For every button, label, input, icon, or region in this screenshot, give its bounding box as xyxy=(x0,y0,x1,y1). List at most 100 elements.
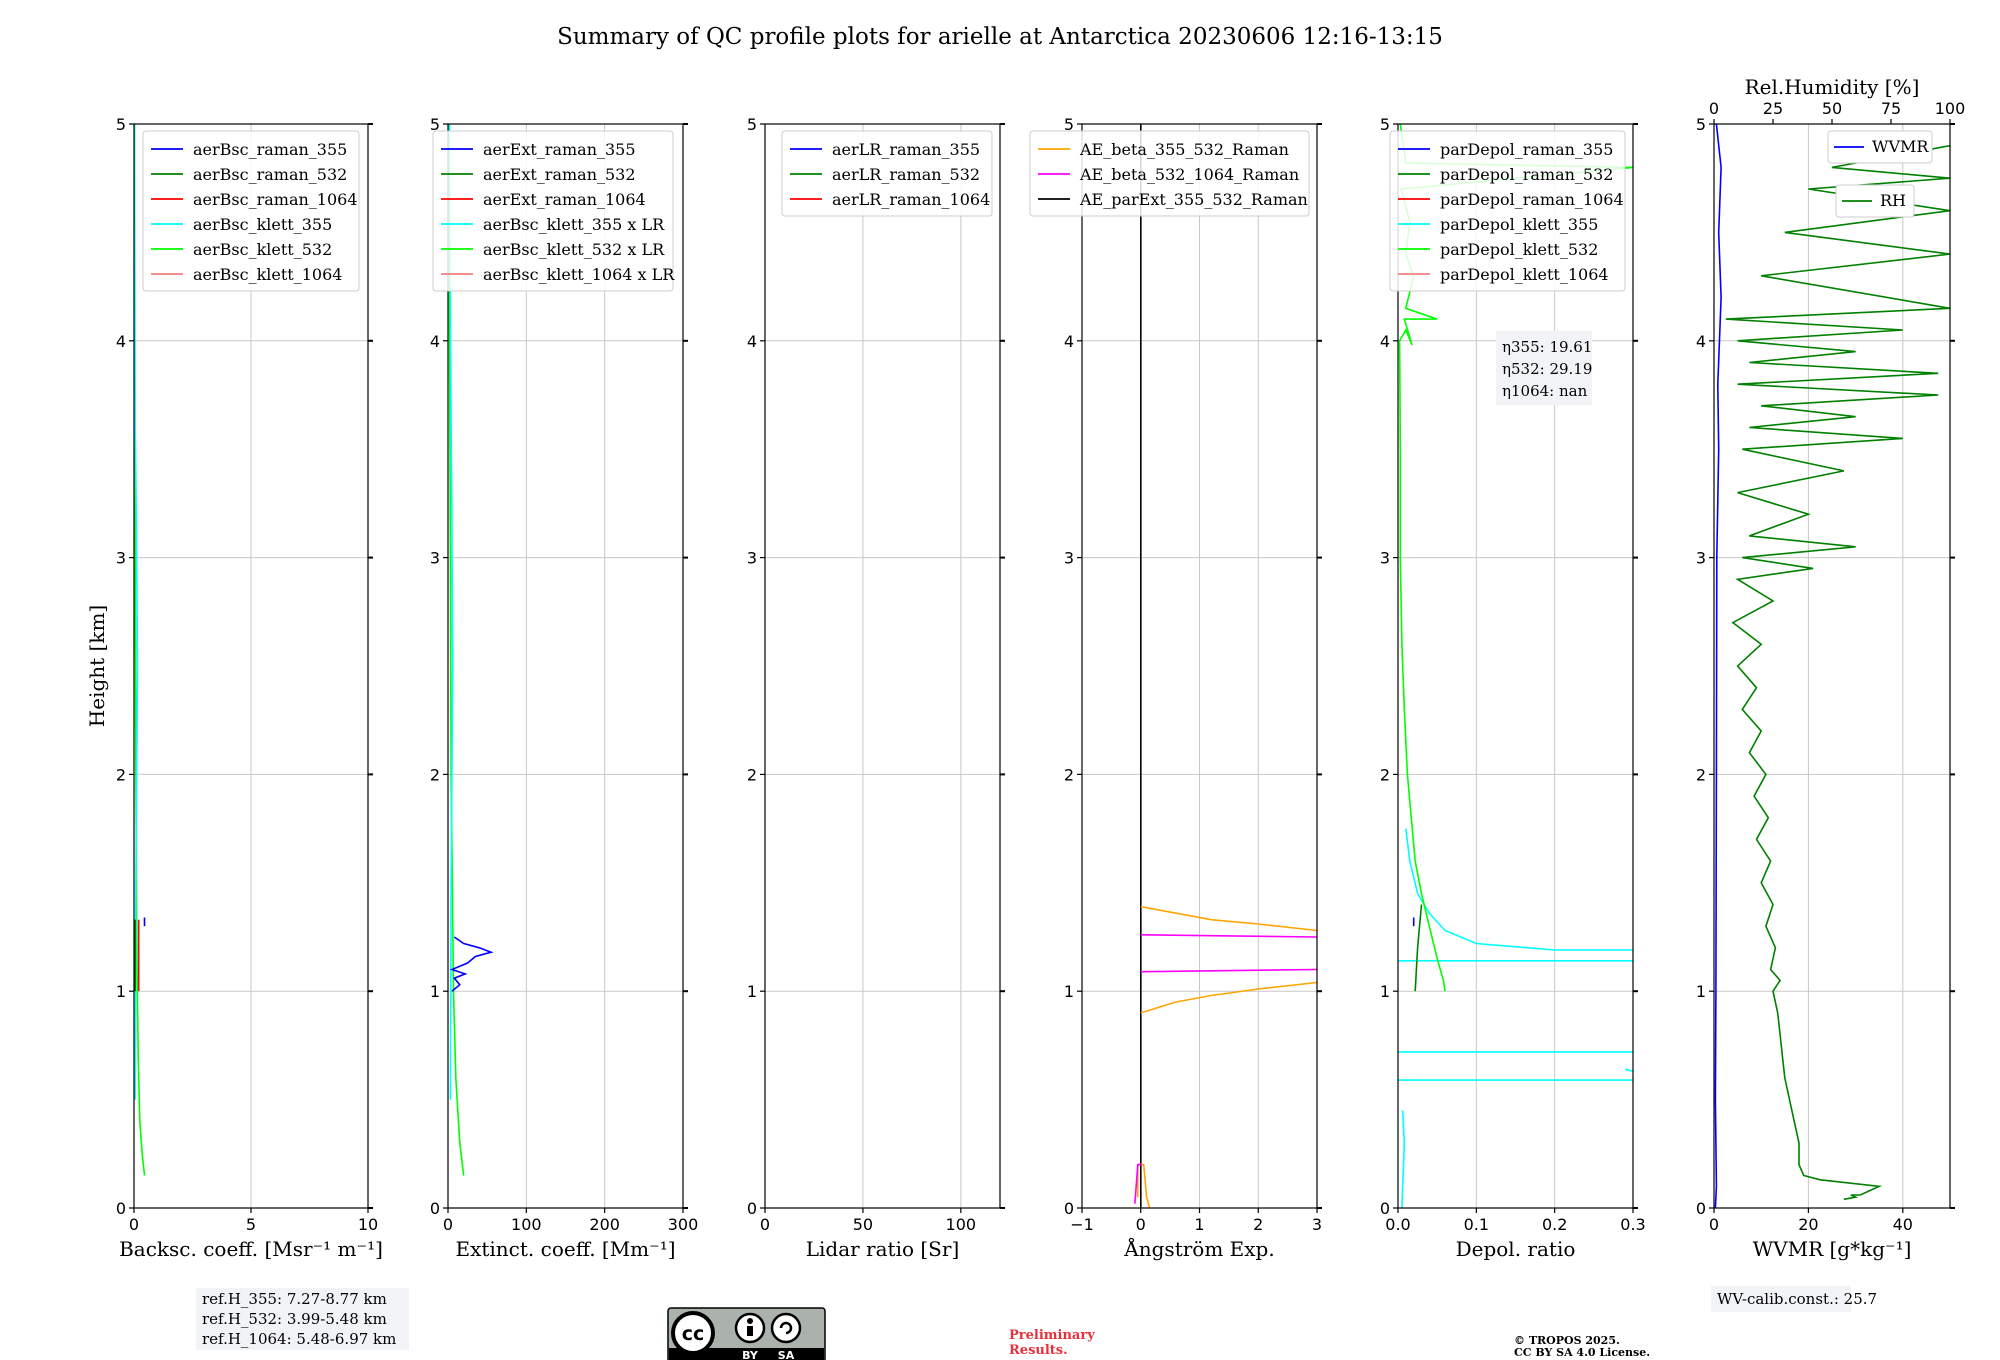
legend-box-wv-1 xyxy=(1835,184,1915,218)
xtick-label-lr-0: 0 xyxy=(760,1215,770,1234)
ref-height-532: ref.H_532: 3.99-5.48 km xyxy=(202,1310,387,1328)
ytick-label-ext-0: 0 xyxy=(430,1199,440,1218)
ref-height-box-bg xyxy=(196,1288,409,1350)
legend-label-ext-0: aerExt_raman_355 xyxy=(483,140,636,159)
xlabel-ae: Ångström Exp. xyxy=(1123,1236,1274,1261)
xtick-label-ae-2: 1 xyxy=(1194,1215,1204,1234)
axes-frame-wv xyxy=(1713,123,1951,1209)
xtick-label-ext-0: 0 xyxy=(443,1215,453,1234)
legend-label-bsc-2: aerBsc_raman_1064 xyxy=(193,190,358,209)
top-xtick-label-wv-2: 50 xyxy=(1822,99,1842,118)
legend-box-wv-0 xyxy=(1827,130,1933,164)
top-xtick-label-wv-3: 75 xyxy=(1881,99,1901,118)
legend-label-ae-1: AE_beta_532_1064_Raman xyxy=(1079,165,1299,184)
series-dep-5 xyxy=(1624,1068,1633,1073)
xlabel-dep: Depol. ratio xyxy=(1456,1237,1576,1261)
ytick-label-ext-1: 1 xyxy=(430,982,440,1001)
series-ae-1 xyxy=(1140,981,1317,1014)
ytick-label-bsc-4: 4 xyxy=(116,332,126,351)
ytick-label-ext-2: 2 xyxy=(430,765,440,784)
panel-lr: 0 50 100 0 1 2 3 4 5 Lidar ratio [Sr] aerLR_raman_… xyxy=(747,115,1005,1261)
legend-label-lr-1: aerLR_raman_532 xyxy=(832,165,980,184)
ytick-label-ext-3: 3 xyxy=(430,549,440,568)
preliminary-line-1: Preliminary xyxy=(1009,1328,1095,1343)
ytick-label-wv-3: 3 xyxy=(1696,549,1706,568)
eta-value-1: η532: 29.19 xyxy=(1502,360,1592,378)
xtick-label-wv-1: 20 xyxy=(1798,1215,1818,1234)
ytick-label-bsc-5: 5 xyxy=(116,115,126,134)
xtick-label-ae-1: 0 xyxy=(1136,1215,1146,1234)
ytick-label-bsc-3: 3 xyxy=(116,549,126,568)
panel-ext: 0 100 200 300 0 1 2 3 4 5 Extinct. coeff. [Mm⁻¹] ae… xyxy=(430,115,698,1261)
ytick-label-dep-1: 1 xyxy=(1380,982,1390,1001)
series-ext-0 xyxy=(448,124,465,1176)
preliminary-line-2: Results. xyxy=(1009,1343,1068,1358)
ytick-label-bsc-1: 1 xyxy=(116,982,126,1001)
ytick-label-lr-4: 4 xyxy=(747,332,757,351)
ytick-label-ae-3: 3 xyxy=(1064,549,1074,568)
series-ext-2 xyxy=(449,936,494,992)
xlabel-wv: WVMR [g*kg⁻¹] xyxy=(1753,1237,1912,1261)
legend-label-wv-0: WVMR xyxy=(1872,137,1929,156)
ytick-label-dep-4: 4 xyxy=(1380,332,1390,351)
xtick-label-dep-1: 0.1 xyxy=(1464,1215,1489,1234)
legend-label-bsc-0: aerBsc_raman_355 xyxy=(193,140,347,159)
ylabel-bsc: Height [km] xyxy=(85,605,109,727)
legend-label-lr-2: aerLR_raman_1064 xyxy=(832,190,990,209)
xtick-label-dep-0: 0.0 xyxy=(1385,1215,1410,1234)
legend-label-dep-5: parDepol_klett_1064 xyxy=(1440,265,1609,284)
ytick-label-ae-1: 1 xyxy=(1064,982,1074,1001)
ytick-label-lr-2: 2 xyxy=(747,765,757,784)
legend-box-ae xyxy=(1029,130,1310,217)
legend-label-dep-0: parDepol_raman_355 xyxy=(1440,140,1613,159)
xtick-label-bsc-2: 10 xyxy=(358,1215,378,1234)
series-ae-4 xyxy=(1140,934,1317,938)
xtick-label-ae-3: 2 xyxy=(1253,1215,1263,1234)
legend-box-ext xyxy=(432,130,674,292)
legend-label-ext-4: aerBsc_klett_532 x LR xyxy=(483,240,665,259)
ytick-label-dep-5: 5 xyxy=(1380,115,1390,134)
ytick-label-lr-0: 0 xyxy=(747,1199,757,1218)
wv-calib-const: WV-calib.const.: 25.7 xyxy=(1717,1290,1877,1308)
legend-label-dep-3: parDepol_klett_355 xyxy=(1440,215,1598,234)
ref-height-355: ref.H_355: 7.27-8.77 km xyxy=(202,1290,387,1308)
top-xlabel-wv: Rel.Humidity [%] xyxy=(1745,75,1920,99)
series-ext-1 xyxy=(448,124,454,1100)
ref-height-1064: ref.H_1064: 5.48-6.97 km xyxy=(202,1330,396,1348)
figure-title: Summary of QC profile plots for arielle … xyxy=(557,24,1443,50)
ytick-label-dep-0: 0 xyxy=(1380,1199,1390,1218)
ytick-label-wv-5: 5 xyxy=(1696,115,1706,134)
cc-icon xyxy=(671,1311,715,1355)
series-ae-2 xyxy=(1140,905,1317,932)
ytick-label-wv-0: 0 xyxy=(1696,1199,1706,1218)
legend-label-ext-5: aerBsc_klett_1064 x LR xyxy=(483,265,675,284)
series-group-wv xyxy=(1714,124,1950,1208)
sa-label: SA xyxy=(778,1349,795,1360)
legend-box-lr xyxy=(781,130,993,217)
ytick-label-lr-5: 5 xyxy=(747,115,757,134)
legend-label-ext-1: aerExt_raman_532 xyxy=(483,165,636,184)
xtick-label-ae-4: 3 xyxy=(1312,1215,1322,1234)
series-dep-4 xyxy=(1405,828,1633,951)
cc-badge-strip xyxy=(669,1348,824,1360)
legend-label-ae-0: AE_beta_355_532_Raman xyxy=(1079,140,1289,159)
ytick-label-bsc-2: 2 xyxy=(116,765,126,784)
legend-box-dep xyxy=(1389,130,1626,292)
ytick-label-wv-2: 2 xyxy=(1696,765,1706,784)
eta-value-0: η355: 19.61 xyxy=(1502,338,1592,356)
series-ae-3 xyxy=(1140,968,1317,973)
series-wv-1 xyxy=(1725,144,1950,1201)
legend-label-bsc-3: aerBsc_klett_355 xyxy=(193,215,332,234)
legend-label-ext-3: aerBsc_klett_355 x LR xyxy=(483,215,665,234)
xtick-label-lr-1: 50 xyxy=(853,1215,873,1234)
ytick-label-dep-2: 2 xyxy=(1380,765,1390,784)
xtick-label-lr-2: 100 xyxy=(946,1215,977,1234)
ytick-label-ae-4: 4 xyxy=(1064,332,1074,351)
series-dep-7 xyxy=(1414,904,1423,992)
legend-label-ext-2: aerExt_raman_1064 xyxy=(483,190,646,209)
wv-calib-bg xyxy=(1711,1286,1851,1312)
top-xtick-label-wv-4: 100 xyxy=(1935,99,1966,118)
ytick-label-lr-3: 3 xyxy=(747,549,757,568)
xlabel-lr: Lidar ratio [Sr] xyxy=(806,1237,960,1261)
